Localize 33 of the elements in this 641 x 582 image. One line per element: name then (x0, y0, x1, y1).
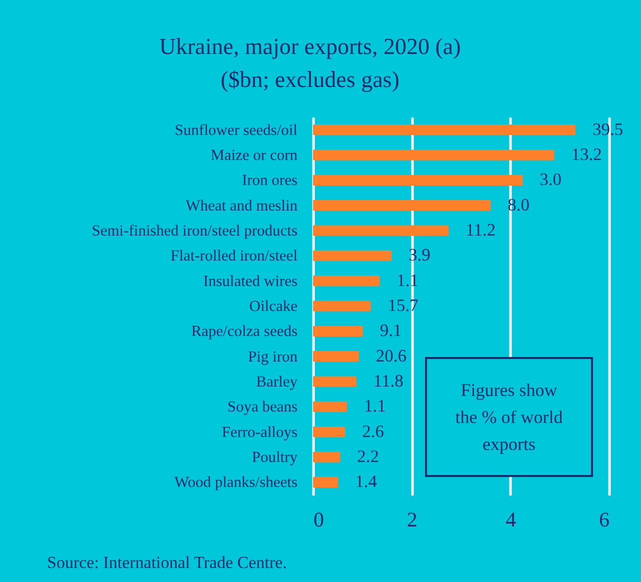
annotation: 11.8 (373, 370, 404, 390)
y-tick-label: Insulated wires (203, 272, 298, 290)
y-tick-label: Oilcake (249, 298, 298, 315)
y-tick-label: Ferro-alloys (222, 424, 298, 441)
y-tick-label: Poultry (252, 449, 298, 466)
y-tick-label: Flat-rolled iron/steel (170, 248, 298, 265)
annotation: 1.1 (364, 396, 386, 416)
source-note: Source: International Trade Centre. (47, 553, 287, 573)
annotation: 3.0 (540, 169, 562, 190)
y-tick-label: Wheat and meslin (186, 197, 298, 214)
annotation: 11.2 (466, 220, 496, 240)
y-tick-label: Pig iron (248, 348, 298, 366)
annotation: 13.2 (571, 144, 602, 164)
annotation: 2.6 (362, 420, 384, 441)
annotation: 1.4 (355, 471, 378, 492)
annotation: 20.6 (376, 345, 407, 366)
annotation: 2.2 (357, 446, 380, 466)
chart-title: Ukraine, major exports, 2020 (a) (158, 33, 462, 61)
x-tick-label: 2 (406, 508, 418, 532)
y-tick-label: Iron ores (242, 172, 298, 190)
y-tick-label: Soya beans (227, 398, 298, 416)
x-tick-label: 4 (506, 508, 517, 532)
y-tick-label: Maize or corn (210, 147, 298, 164)
y-tick-label: Rape/colza seeds (191, 323, 298, 340)
y-tick-label: Barley (256, 374, 298, 390)
y-tick-label: Semi-finished iron/steel products (92, 222, 298, 240)
x-tick-label: 6 (599, 508, 610, 532)
x-tick-label: 0 (314, 508, 324, 532)
chart-subtitle: ($bn; excludes gas) (220, 66, 400, 94)
y-tick-label: Sunflower seeds/oil (174, 122, 298, 139)
annotation: 9.1 (380, 320, 402, 340)
y-tick-label: Wood planks/sheets (174, 474, 298, 492)
note-box: Figures show the % of world exports (425, 357, 593, 477)
